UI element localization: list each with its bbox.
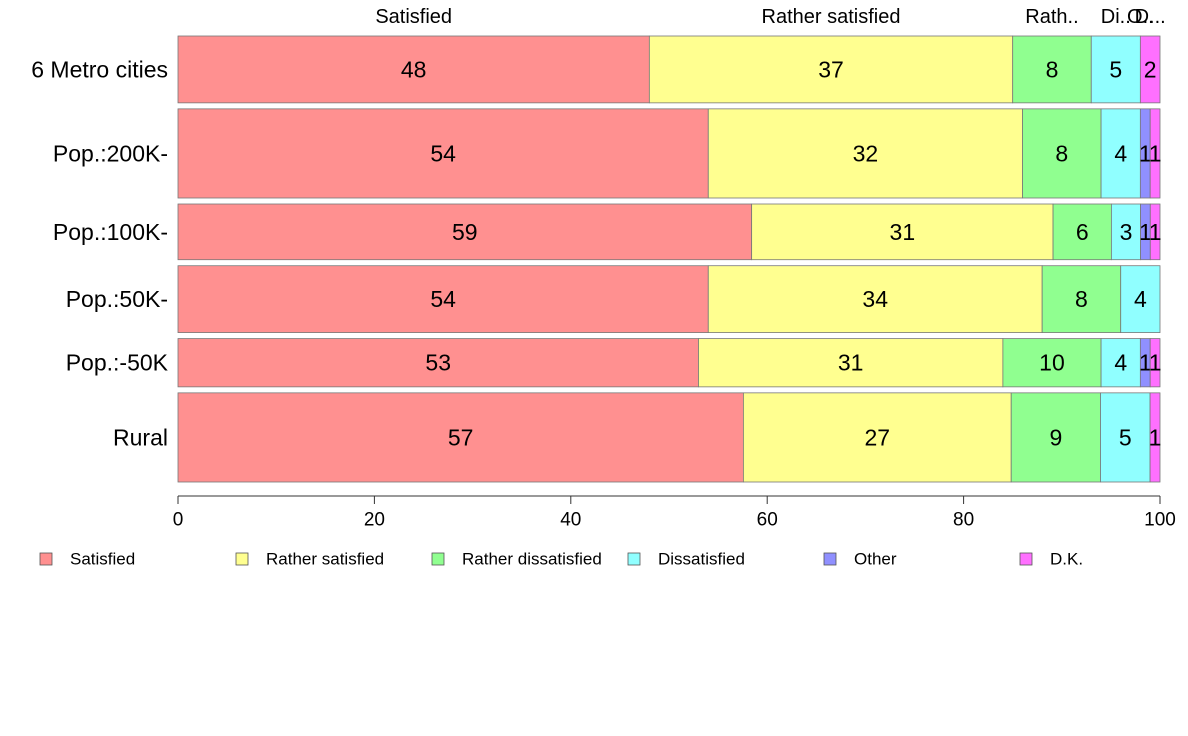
bar-pop-100k-rather-dissatisfied <box>1052 203 1112 261</box>
data-label: 1 <box>1139 219 1152 245</box>
bar-rural-satisfied <box>177 392 744 483</box>
bar-pop-100k-d-k <box>1149 203 1161 261</box>
data-label: 34 <box>862 286 888 312</box>
legend-label-rather-satisfied: Rather satisfied <box>266 550 384 569</box>
x-tick-label: 0 <box>173 510 184 531</box>
data-label: 1 <box>1149 219 1162 245</box>
data-label: 5 <box>1119 424 1132 450</box>
top-label-dissatisfied: Di.. <box>1101 6 1131 28</box>
data-label: 6 <box>1076 219 1089 245</box>
x-tick-label: 100 <box>1144 510 1176 531</box>
x-tick-label: 60 <box>757 510 778 531</box>
category-label: Pop.:-50K <box>66 350 169 376</box>
data-label: 57 <box>448 424 474 450</box>
data-label: 1 <box>1139 140 1152 166</box>
data-label: 3 <box>1120 219 1133 245</box>
data-label: 53 <box>425 350 451 376</box>
data-label: 4 <box>1114 140 1127 166</box>
legend-label-satisfied: Satisfied <box>70 550 135 569</box>
x-tick-label: 40 <box>560 510 581 531</box>
top-label-satisfied: Satisfied <box>375 6 452 28</box>
data-label: 9 <box>1049 424 1062 450</box>
bar-rural-dissatisfied <box>1100 392 1151 483</box>
category-label: 6 Metro cities <box>31 56 168 82</box>
top-label-d-k: D... <box>1135 6 1166 28</box>
legend-label-rather-dissatisfied: Rather dissatisfied <box>462 550 602 569</box>
bar-rural-rather-dissatisfied <box>1010 392 1101 483</box>
legend-swatch-rather-dissatisfied <box>431 552 445 566</box>
bar-pop-200k-rather-satisfied <box>707 108 1023 199</box>
bar-pop-50k-satisfied <box>177 338 699 388</box>
bar-pop-200k-satisfied <box>177 108 709 199</box>
bar-pop-100k-dissatisfied <box>1110 203 1141 261</box>
legend-label-d-k: D.K. <box>1050 550 1083 569</box>
bar-rural-rather-satisfied <box>742 392 1012 483</box>
data-label: 48 <box>401 56 427 82</box>
data-label: 31 <box>890 219 916 245</box>
top-label-rather-dissatisfied: Rath.. <box>1025 6 1078 28</box>
legend-label-other: Other <box>854 550 897 569</box>
data-label: 8 <box>1046 56 1059 82</box>
bar-6-metro-cities-dissatisfied <box>1090 35 1141 104</box>
legend-swatch-d-k <box>1019 552 1033 566</box>
x-tick-label: 80 <box>953 510 974 531</box>
data-label: 4 <box>1114 350 1127 376</box>
data-label: 8 <box>1055 140 1068 166</box>
x-axis: 0 20 40 60 80 100 <box>173 495 1176 531</box>
legend-swatch-other <box>823 552 837 566</box>
category-label: Rural <box>113 424 168 450</box>
bar-6-metro-cities-rather-dissatisfied <box>1012 35 1092 104</box>
data-label: 1 <box>1149 424 1162 450</box>
legend-label-dissatisfied: Dissatisfied <box>658 550 745 569</box>
bar-6-metro-cities-satisfied <box>177 35 650 104</box>
data-label: 27 <box>865 424 891 450</box>
data-label: 5 <box>1109 56 1122 82</box>
top-label-rather-satisfied: Rather satisfied <box>762 6 901 28</box>
legend-swatch-satisfied <box>39 552 53 566</box>
bar-pop-200k-dissatisfied <box>1100 108 1141 199</box>
data-label: 54 <box>430 140 456 166</box>
data-label: 4 <box>1134 286 1147 312</box>
bar-pop-200k-rather-dissatisfied <box>1022 108 1102 199</box>
data-label: 1 <box>1139 350 1152 376</box>
data-label: 59 <box>452 219 478 245</box>
data-label: 37 <box>818 56 844 82</box>
bar-pop-50k-rather-satisfied <box>707 265 1043 333</box>
data-label: 1 <box>1149 350 1162 376</box>
x-tick-label: 20 <box>364 510 385 531</box>
bar-pop-50k-rather-dissatisfied <box>1002 338 1102 388</box>
bar-pop-50k-rather-satisfied <box>698 338 1004 388</box>
bar-pop-100k-rather-satisfied <box>751 203 1054 261</box>
category-label: Pop.:100K- <box>53 219 168 245</box>
data-label: 31 <box>838 350 864 376</box>
bar-6-metro-cities-d-k <box>1139 35 1161 104</box>
bar-pop-50k-dissatisfied <box>1120 265 1161 333</box>
bar-pop-50k-rather-dissatisfied <box>1041 265 1122 333</box>
bar-pop-50k-dissatisfied <box>1100 338 1141 388</box>
data-label: 2 <box>1144 56 1157 82</box>
top-series-labels: Satisfied Rather satisfied Rath.. Di..O..D.… <box>375 6 1165 28</box>
category-labels: 6 Metro cities Pop.:200K- Pop.:100K- Pop.:5… <box>31 56 168 450</box>
category-label: Pop.:50K- <box>66 286 168 312</box>
data-label: 8 <box>1075 286 1088 312</box>
data-label: 54 <box>430 286 456 312</box>
data-label: 32 <box>853 140 879 166</box>
legend-swatch-rather-satisfied <box>235 552 249 566</box>
category-label: Pop.:200K- <box>53 140 168 166</box>
data-label: 1 <box>1149 140 1162 166</box>
data-label: 10 <box>1039 350 1065 376</box>
bar-pop-200k-d-k <box>1149 108 1161 199</box>
bar-pop-50k-d-k <box>1149 338 1161 388</box>
legend: Satisfied Rather satisfied Rather dissatis… <box>39 550 1083 569</box>
top-label-other: O.. <box>1127 6 1154 28</box>
legend-swatch-dissatisfied <box>627 552 641 566</box>
bar-pop-100k-satisfied <box>177 203 753 261</box>
bar-pop-50k-satisfied <box>177 265 709 333</box>
bar-rural-d-k <box>1149 392 1161 483</box>
